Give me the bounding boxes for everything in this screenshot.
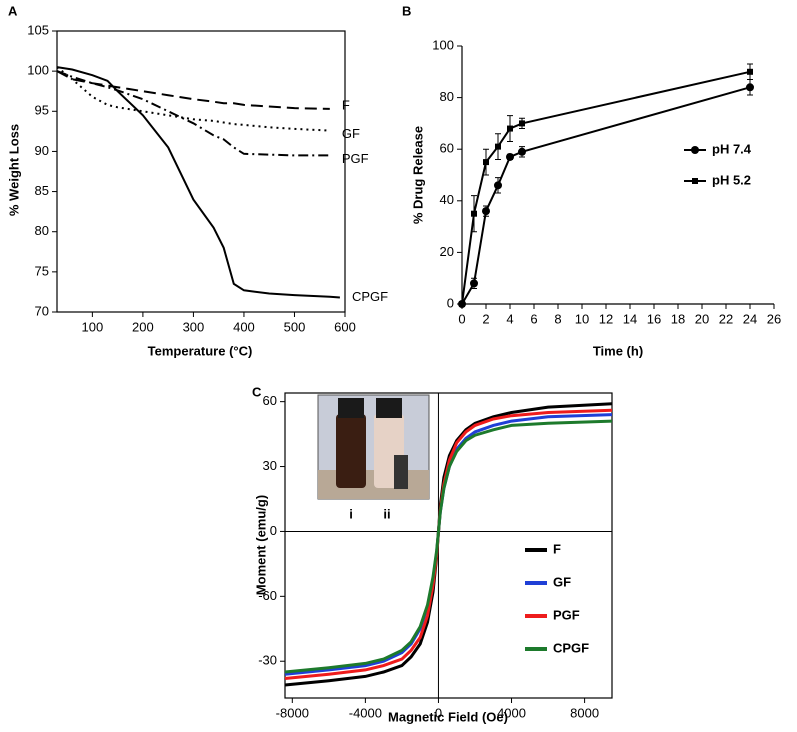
y-tick-label: 70 [35,303,49,318]
y-tick-label: 0 [447,295,454,310]
x-tick-label: 22 [719,311,733,326]
y-tick-label: 100 [27,63,49,78]
series-end-label: F [342,97,350,112]
y-tick-label: 105 [27,22,49,37]
data-point [470,279,478,288]
vial-i [336,414,366,488]
inset-label: i [349,506,353,521]
x-tick-label: 400 [233,319,255,334]
panel-label: B [402,3,411,18]
x-axis-title: Time (h) [593,343,643,358]
series-end-label: CPGF [352,289,388,304]
data-point [459,301,465,307]
data-point [519,120,525,127]
series-line [284,419,613,674]
x-tick-label: 200 [132,319,154,334]
data-point [506,152,514,161]
cap-i [338,398,364,418]
x-tick-label: 14 [623,311,637,326]
legend-label: CPGF [553,640,589,655]
y-tick-label: 60 [440,141,454,156]
series-line [461,86,751,305]
x-tick-label: 16 [647,311,661,326]
data-point [482,207,490,216]
legend-label: GF [553,574,571,589]
data-point [746,83,754,92]
y-tick-label: 75 [35,263,49,278]
cap-ii [376,398,402,418]
x-tick-label: 10 [575,311,589,326]
x-tick-label: 100 [82,319,104,334]
legend-label: F [553,541,561,556]
series-end-label: PGF [342,151,369,166]
x-tick-label: 600 [334,319,356,334]
x-tick-label: 500 [284,319,306,334]
inset-photo [317,394,430,500]
y-tick-label: 40 [440,192,454,207]
y-tick-label: -60 [258,588,277,603]
x-tick-label: -4000 [349,705,382,720]
x-tick-label: 4 [506,311,513,326]
x-tick-label: 4000 [497,705,526,720]
y-tick-label: 80 [440,89,454,104]
x-axis-title: Temperature (°C) [148,343,253,358]
y-tick-label: 80 [35,223,49,238]
legend-label: pH 5.2 [712,172,751,187]
panel-label: A [8,3,18,18]
legend-marker [691,146,699,154]
y-tick-label: 30 [263,458,277,473]
plot-frame [56,30,346,313]
y-tick-label: 100 [432,37,454,52]
x-tick-label: 300 [183,319,205,334]
data-point [494,181,502,190]
series-end-label: GF [342,126,360,141]
y-tick-label: 85 [35,183,49,198]
x-tick-label: 12 [599,311,613,326]
photo-table [318,470,429,499]
data-point [483,159,489,166]
data-point [518,147,526,156]
y-axis-title: Moment (emu/g) [253,495,268,595]
plot-frame [284,392,613,699]
x-tick-label: 0 [435,705,442,720]
y-axis-title: % Weight Loss [6,124,21,216]
series-line [56,66,340,299]
y-tick-label: 20 [440,244,454,259]
x-tick-label: 26 [767,311,781,326]
legend-marker [692,178,698,184]
y-tick-label: 95 [35,103,49,118]
y-tick-label: 90 [35,143,49,158]
x-axis-title: Magnetic Field (Oe) [388,709,508,724]
legend-label: pH 7.4 [712,141,752,156]
series-line [56,66,330,132]
x-tick-label: 8 [554,311,561,326]
legend-label: PGF [553,607,580,622]
series-line [461,70,751,305]
y-tick-label: 0 [270,523,277,538]
magnet [394,455,408,489]
y-axis-title: % Drug Release [410,126,425,224]
x-tick-label: 18 [671,311,685,326]
data-point [471,210,477,217]
x-tick-label: 8000 [570,705,599,720]
y-tick-label: -30 [258,653,277,668]
y-tick-label: 60 [263,393,277,408]
series-line [56,70,330,157]
data-point [495,143,501,150]
panel-label: C [252,384,262,399]
inset-label: ii [383,506,390,521]
data-point [747,68,753,75]
x-tick-label: 24 [743,311,757,326]
x-tick-label: -8000 [276,705,309,720]
x-tick-label: 0 [458,311,465,326]
x-tick-label: 20 [695,311,709,326]
x-tick-label: 2 [482,311,489,326]
x-tick-label: 6 [530,311,537,326]
data-point [507,125,513,132]
